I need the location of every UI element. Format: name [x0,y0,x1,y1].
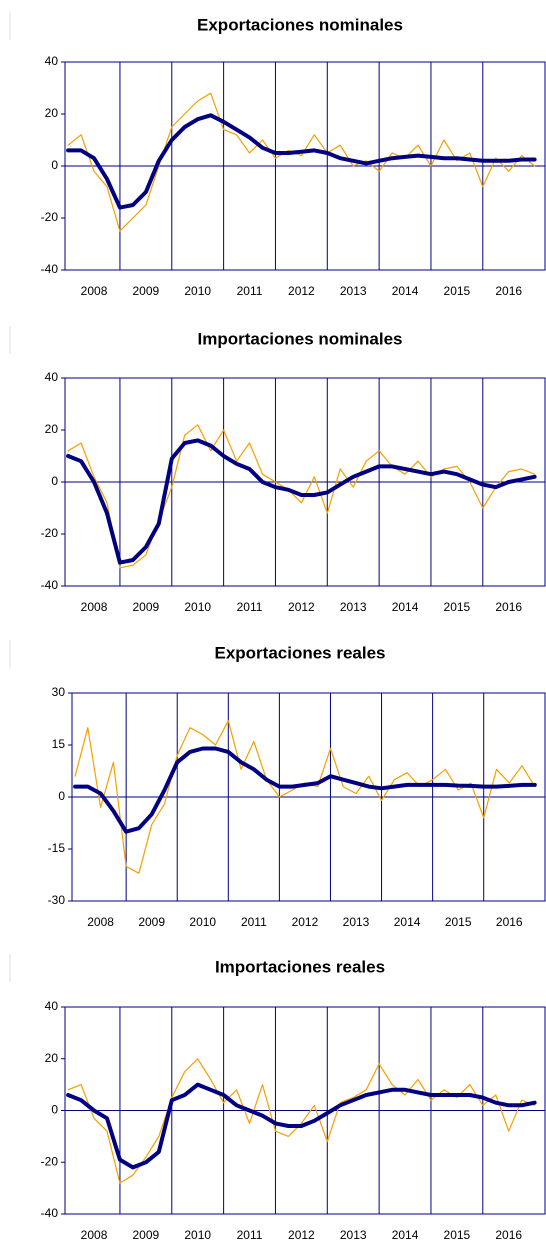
x-tick-label: 2013 [343,915,370,929]
x-tick-label: 2016 [495,284,522,298]
x-tick-label: 2012 [288,1228,315,1242]
chart-title: Exportaciones nominales [197,15,403,34]
y-tick-label: 30 [52,685,66,699]
x-tick-label: 2010 [184,600,211,614]
x-tick-label: 2010 [184,284,211,298]
chart-title: Importaciones reales [215,957,385,976]
x-tick-label: 2012 [288,600,315,614]
x-tick-label: 2010 [184,1228,211,1242]
x-tick-label: 2016 [495,600,522,614]
chart-title: Exportaciones reales [214,643,385,662]
y-tick-label: -40 [41,1206,59,1220]
x-tick-label: 2009 [133,600,160,614]
x-tick-label: 2011 [237,284,263,298]
series-line [67,92,536,232]
x-tick-label: 2011 [241,915,267,929]
x-tick-label: 2010 [189,915,216,929]
y-tick-label: 20 [45,422,59,436]
y-tick-label: 0 [51,474,58,488]
x-tick-label: 2009 [133,284,160,298]
x-tick-label: 2014 [392,1228,419,1242]
x-tick-label: 2009 [133,1228,160,1242]
x-tick-label: 2013 [340,600,367,614]
y-tick-label: 20 [45,1051,59,1065]
x-tick-label: 2016 [496,915,523,929]
x-tick-label: 2014 [392,284,419,298]
x-tick-label: 2015 [444,1228,471,1242]
x-tick-label: 2015 [444,284,471,298]
chart-title: Importaciones nominales [198,329,403,348]
y-tick-label: -20 [41,526,59,540]
trend-line [73,746,537,834]
x-tick-label: 2011 [237,1228,263,1242]
series-line [67,424,536,569]
y-tick-label: -20 [41,1154,59,1168]
x-tick-label: 2008 [81,600,108,614]
x-tick-label: 2015 [445,915,472,929]
y-tick-label: 40 [45,54,59,68]
x-tick-label: 2014 [392,600,419,614]
x-tick-label: 2013 [340,284,367,298]
y-tick-label: 40 [45,370,59,384]
x-tick-label: 2008 [81,1228,108,1242]
x-tick-label: 2011 [237,600,263,614]
series-line [67,1058,536,1184]
y-tick-label: 0 [51,1103,58,1117]
x-tick-label: 2012 [292,915,319,929]
y-tick-label: 0 [51,158,58,172]
x-tick-label: 2013 [340,1228,367,1242]
y-tick-label: 40 [45,999,59,1013]
y-tick-label: 20 [45,106,59,120]
y-tick-label: -40 [41,578,59,592]
y-tick-label: -30 [48,893,66,907]
x-tick-label: 2009 [138,915,165,929]
y-tick-label: -20 [41,210,59,224]
y-tick-label: -15 [48,841,66,855]
y-tick-label: 15 [52,737,66,751]
x-tick-label: 2008 [87,915,114,929]
trend-line [66,438,537,565]
y-tick-label: -40 [41,262,59,276]
y-tick-label: 0 [58,789,65,803]
x-tick-label: 2014 [394,915,421,929]
trend-line [66,113,537,210]
trend-line [66,1082,537,1170]
x-tick-label: 2012 [288,284,315,298]
x-tick-label: 2016 [495,1228,522,1242]
x-tick-label: 2015 [444,600,471,614]
x-tick-label: 2008 [81,284,108,298]
